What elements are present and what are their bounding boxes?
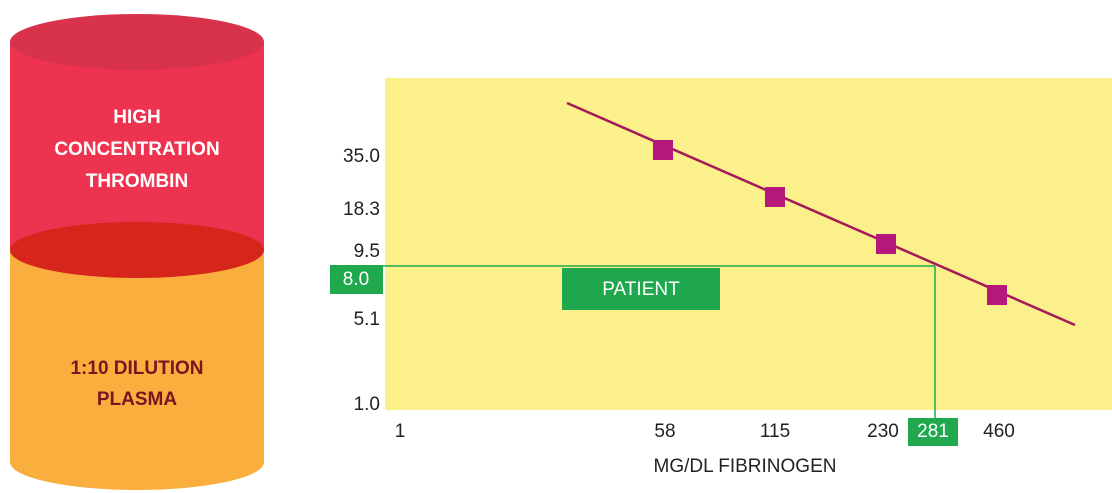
y-label: 1.0: [354, 394, 380, 415]
x-label: 460: [983, 421, 1015, 442]
x-label: 115: [760, 421, 790, 442]
point: [876, 234, 896, 254]
plot-area: [385, 78, 1112, 410]
x-axis-title: MG/DL FIBRINOGEN: [654, 456, 837, 477]
x-label: 230: [867, 421, 899, 442]
point: [765, 187, 785, 207]
thrombin-label: THROMBIN: [86, 171, 188, 192]
patient-x-label: 281: [917, 421, 949, 442]
y-label: 9.5: [354, 241, 380, 262]
plasma-layer: [10, 250, 264, 462]
patient-label: PATIENT: [602, 279, 680, 300]
layer-boundary: [10, 222, 264, 278]
thrombin-label: CONCENTRATION: [54, 139, 219, 160]
graph: PATIENT 35.0 18.3 9.5 5.1 1.0 8.0 1 58 1…: [330, 78, 1112, 477]
y-label: 18.3: [343, 199, 380, 220]
patient-y-label: 8.0: [343, 269, 369, 290]
plasma-label: 1:10 DILUTION: [70, 358, 203, 379]
plasma-label: PLASMA: [97, 389, 178, 410]
cylinder-top: [10, 14, 264, 70]
cylinder: HIGH CONCENTRATION THROMBIN 1:10 DILUTIO…: [10, 14, 264, 490]
y-label: 5.1: [354, 309, 380, 330]
point: [987, 285, 1007, 305]
point: [653, 140, 673, 160]
thrombin-label: HIGH: [113, 107, 161, 128]
page: HIGH CONCENTRATION THROMBIN 1:10 DILUTIO…: [0, 0, 1112, 493]
y-label: 35.0: [343, 146, 380, 167]
x-label: 1: [395, 421, 406, 442]
x-label: 58: [654, 421, 675, 442]
